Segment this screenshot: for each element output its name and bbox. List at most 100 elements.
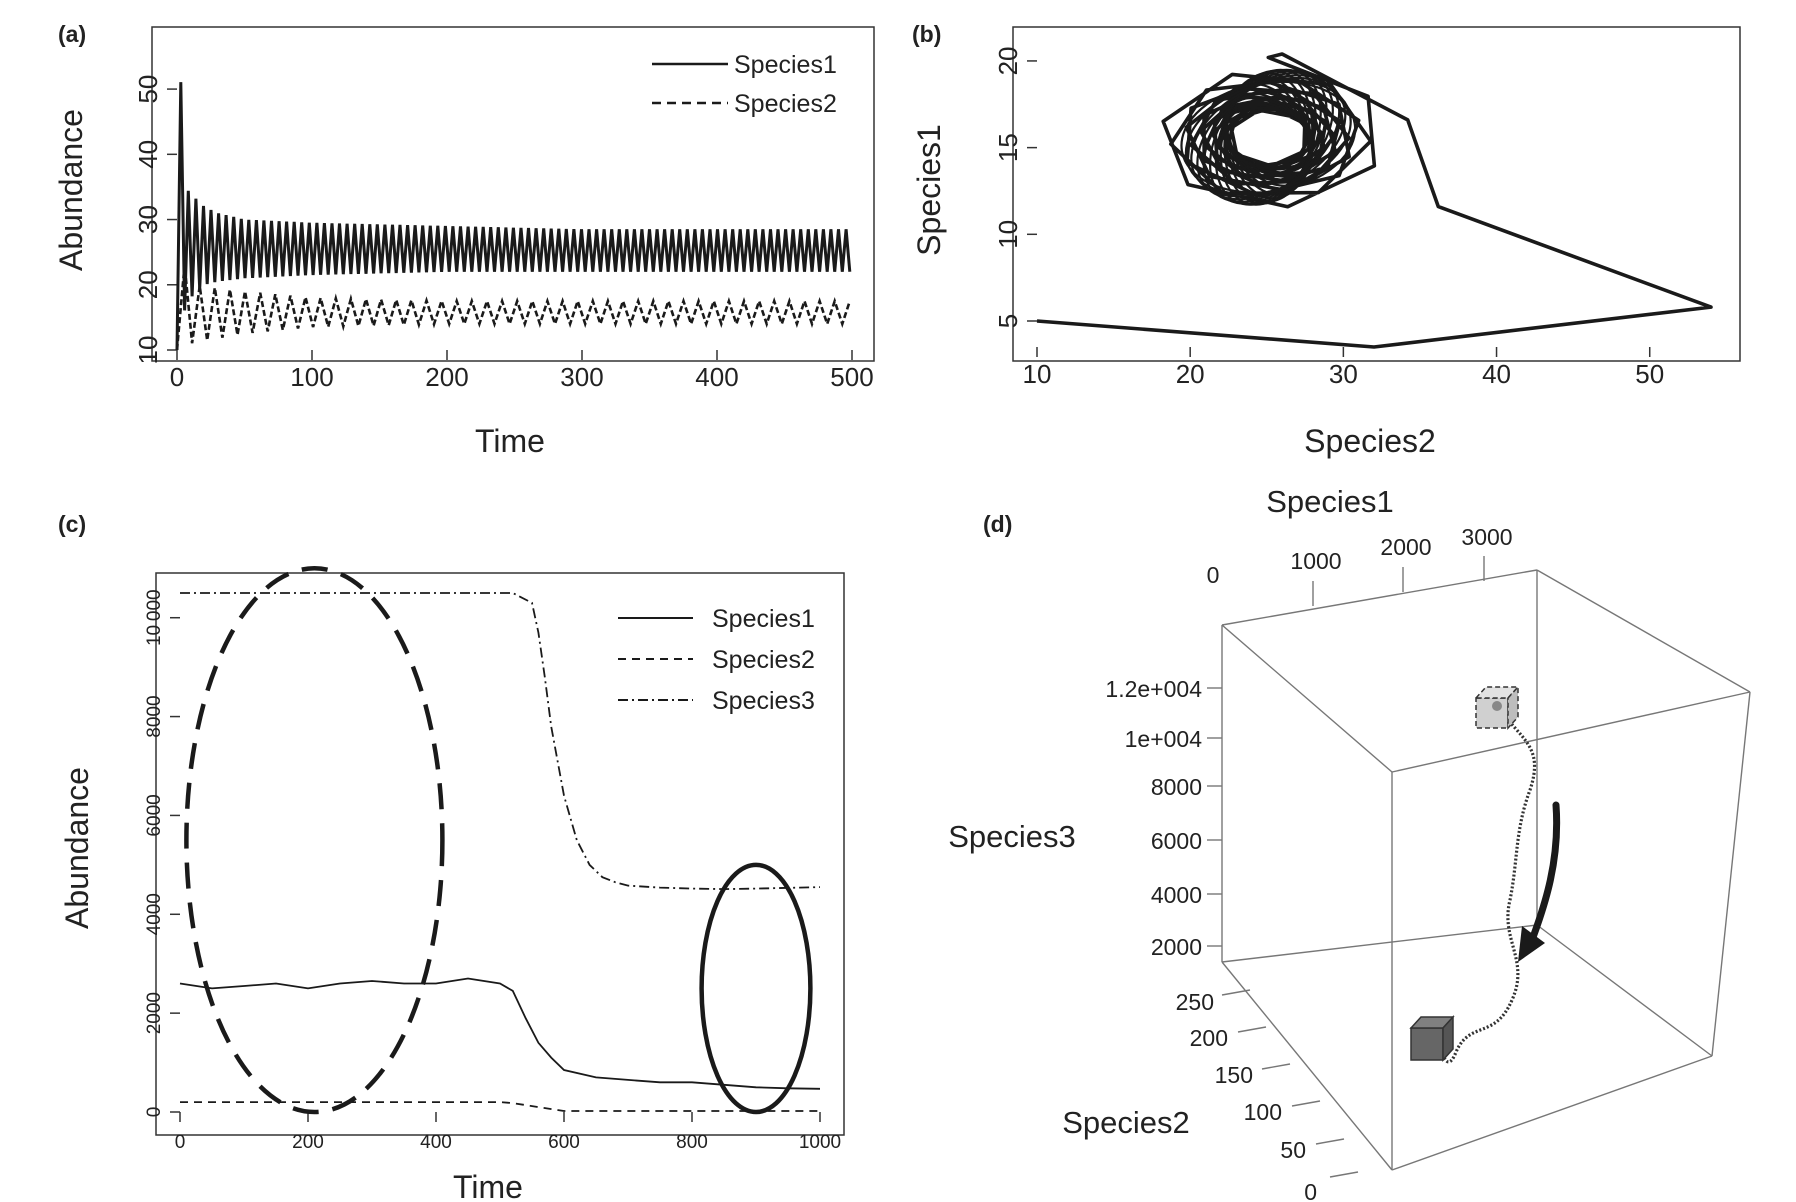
cube-edge [1221,624,1393,773]
species2-tick-label: 50 [1280,1137,1306,1163]
panel-a-y-tick-label: 30 [133,205,163,234]
panel-a-x-tick-label: 500 [830,362,873,392]
species3-tick-label: 4000 [1151,882,1202,908]
panel-c-y-tick-label: 2000 [144,992,165,1034]
species2-tick [1291,1100,1321,1107]
panel-b-plot-frame [1012,26,1741,362]
panel-a-x-axis-label: Time [475,423,545,459]
panel-c-x-tick-label: 1000 [799,1132,841,1153]
panel-b-x-tick-label: 30 [1329,359,1358,389]
panel-b-y-tick-label: 15 [993,133,1023,162]
panel-c-series-species2 [180,1101,820,1112]
panel-a-plot-frame [151,26,875,362]
panel-a-x-tick-label: 100 [290,362,333,392]
cube-edge [1391,1055,1713,1171]
species2-tick-label: 100 [1244,1099,1282,1125]
start-cube-marker [1474,685,1520,730]
panel-c-y-axis-label: Abundance [59,767,95,929]
species3-tick-label: 8000 [1151,774,1202,800]
panel-c-legend: Species1 Species2 Species3 [618,605,815,715]
panel-b-x-tick-label: 50 [1635,359,1664,389]
legend-label-species2: Species2 [734,90,837,118]
species1-axis: Species1 0 1000 2000 3000 [1207,484,1513,606]
panel-label-b: (b) [912,21,941,47]
panel-c-x-tick-label: 400 [420,1132,452,1153]
panel-b-cycle-ring [1180,80,1357,194]
legend-label-species1: Species1 [734,51,837,79]
cube-edge [1711,691,1751,1057]
c-legend-label-species3: Species3 [712,687,815,715]
panel-a-x-tick-label: 0 [170,362,184,392]
panel-a-y-axis-label: Abundance [53,109,89,271]
panel-c: (c) 0 2000 4000 6000 8000 10 000 0 200 400 600 80… [58,511,845,1202]
cube-edge [1221,569,1538,626]
panel-a-x-tick-label: 300 [560,362,603,392]
panel-c-x-tick-label: 600 [548,1132,580,1153]
panel-c-y-tick-label: 8000 [144,695,165,737]
panel-c-series-species3 [180,592,821,891]
panel-a-x-tick-label: 400 [695,362,738,392]
panel-a-legend: Species1 Species2 [652,51,837,118]
panel-c-solid-ellipse [699,862,813,1115]
panel-d: (d) Species1 0 1000 2000 3000 S [948,484,1751,1202]
panel-c-y-tick-label: 10 000 [144,589,165,646]
panel-b-y-tick-label: 5 [993,314,1023,328]
species2-tick [1237,1026,1267,1033]
species3-axis-title: Species3 [948,819,1076,854]
panel-b-y-tick-label: 10 [993,220,1023,249]
panel-a-series-species2 [175,264,852,351]
panel-c-x-tick-label: 800 [676,1132,708,1153]
panel-c-y-tick-label: 0 [144,1107,165,1118]
cube-edge [1536,924,1713,1057]
panel-c-series-species1 [179,977,821,1090]
species2-tick-label: 200 [1190,1025,1228,1051]
panel-label-c: (c) [58,511,86,537]
direction-arrow [1518,801,1561,962]
cube-edge [1536,569,1751,693]
panel-b-y-tick-label: 20 [993,46,1023,75]
species1-tick-label: 1000 [1290,548,1341,574]
c-legend-label-species2: Species2 [712,646,815,674]
species2-tick-label: 0 [1304,1179,1317,1202]
species2-tick-label: 150 [1215,1062,1253,1088]
species2-tick [1261,1063,1291,1070]
panel-b-x-tick-label: 20 [1176,359,1205,389]
panel-a: (a) 10 20 30 40 50 0 100 200 300 400 500 Time Abu… [53,21,875,459]
cube-edge [1221,961,1393,1171]
panel-label-a: (a) [58,21,86,47]
panel-b-y-axis-label: Species1 [911,124,947,256]
panel-a-y-tick-label: 10 [133,336,163,365]
panel-a-x-tick-label: 200 [425,362,468,392]
species1-axis-title: Species1 [1266,484,1394,519]
trajectory-3d [1434,704,1537,1064]
panel-b: (b) 5 10 15 20 10 20 30 40 50 Species2 Species1 [911,21,1741,459]
species1-tick-label: 2000 [1380,534,1431,560]
cube-edge [1391,691,1751,773]
panel-b-x-tick-label: 10 [1023,359,1052,389]
end-cube-marker [1409,1015,1455,1062]
species2-tick [1221,989,1251,996]
panel-c-y-tick-label: 4000 [144,893,165,935]
panel-a-y-tick-label: 20 [133,270,163,299]
cube-box [1221,569,1751,1171]
panel-c-dashed-ellipse [184,566,445,1115]
species3-tick-label: 1.2e+004 [1105,676,1202,702]
panel-c-x-tick-label: 0 [175,1132,186,1153]
panel-a-y-tick-label: 50 [133,75,163,104]
panel-c-plot-frame [155,572,845,1136]
panel-c-x-tick-label: 200 [292,1132,324,1153]
panel-a-series-species1 [175,82,852,351]
species2-tick [1329,1171,1359,1178]
panel-label-d: (d) [983,511,1012,537]
panel-b-x-tick-label: 40 [1482,359,1511,389]
species1-tick-label: 0 [1207,562,1220,588]
panel-b-cycle-ring [1228,108,1308,167]
c-legend-label-species1: Species1 [712,605,815,633]
species3-tick-label: 6000 [1151,828,1202,854]
species2-tick-label: 250 [1176,989,1214,1015]
species3-tick-label: 2000 [1151,934,1202,960]
panel-b-x-axis-label: Species2 [1304,423,1436,459]
cube-edge [1221,924,1538,963]
species3-tick-label: 1e+004 [1125,726,1203,752]
